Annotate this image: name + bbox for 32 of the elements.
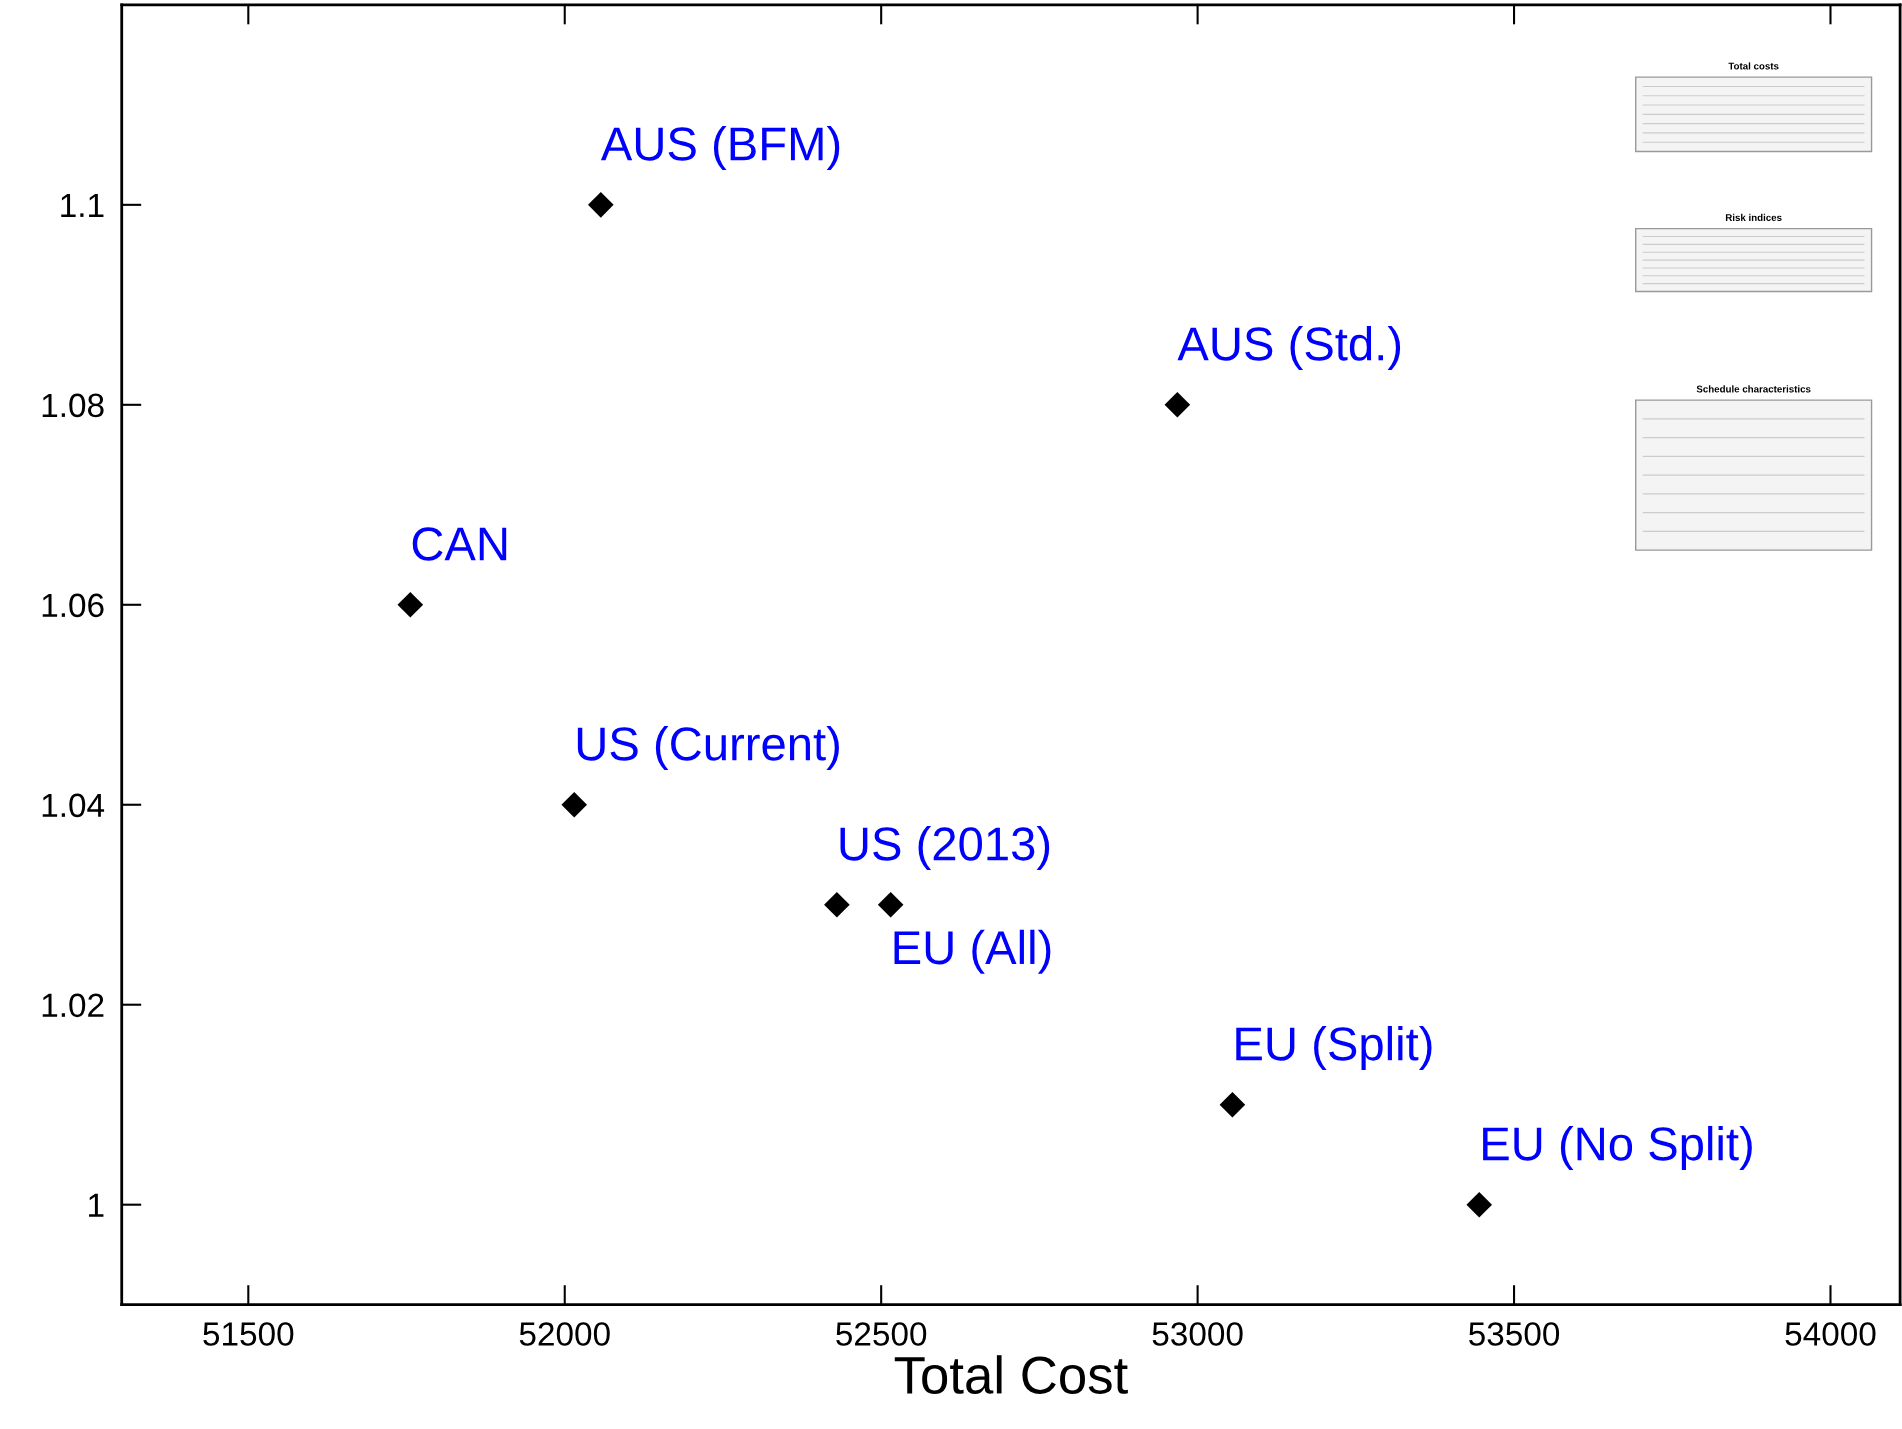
- y-tick-label: 1.06: [42, 593, 104, 618]
- annotation: Risk indices: [1725, 213, 1782, 221]
- x-tick-label: 54000: [1785, 1322, 1876, 1346]
- x-tick-label: 52500: [836, 1322, 927, 1346]
- point: [824, 891, 850, 918]
- point: [1466, 1191, 1493, 1218]
- annotation: AUS (BFM): [600, 126, 840, 171]
- annotation: US (Current): [577, 726, 839, 770]
- point: [877, 891, 904, 918]
- annotation: AUS (Std.): [1177, 326, 1401, 371]
- point: [561, 791, 588, 818]
- y-tick-label: 1: [89, 1193, 104, 1217]
- annotation: US (2013): [840, 825, 1050, 870]
- point: [1219, 1091, 1246, 1118]
- point: [588, 192, 614, 218]
- y-tick-label: 1.02: [42, 993, 104, 1018]
- x-tick-label: 53500: [1469, 1322, 1560, 1346]
- annotation: Schedule characteristics: [1696, 385, 1811, 393]
- annotation: Total costs: [1728, 62, 1779, 70]
- point: [397, 591, 424, 618]
- annotation: EU (Split): [1236, 1025, 1432, 1070]
- point: [1164, 392, 1191, 418]
- y-tick-label: 1.08: [42, 393, 104, 418]
- annotation: CAN: [412, 527, 507, 561]
- annotation: EU (All): [894, 929, 1051, 974]
- x-axis-title: Total Cost: [894, 1355, 1128, 1394]
- x-tick-label: 51500: [203, 1322, 294, 1346]
- annotation: EU (No Split): [1483, 1125, 1752, 1170]
- y-tick-label: 1.04: [42, 793, 105, 818]
- x-tick-label: 52000: [519, 1322, 610, 1346]
- x-tick-label: 53000: [1152, 1322, 1243, 1346]
- y-tick-label: 1.1: [61, 193, 104, 217]
